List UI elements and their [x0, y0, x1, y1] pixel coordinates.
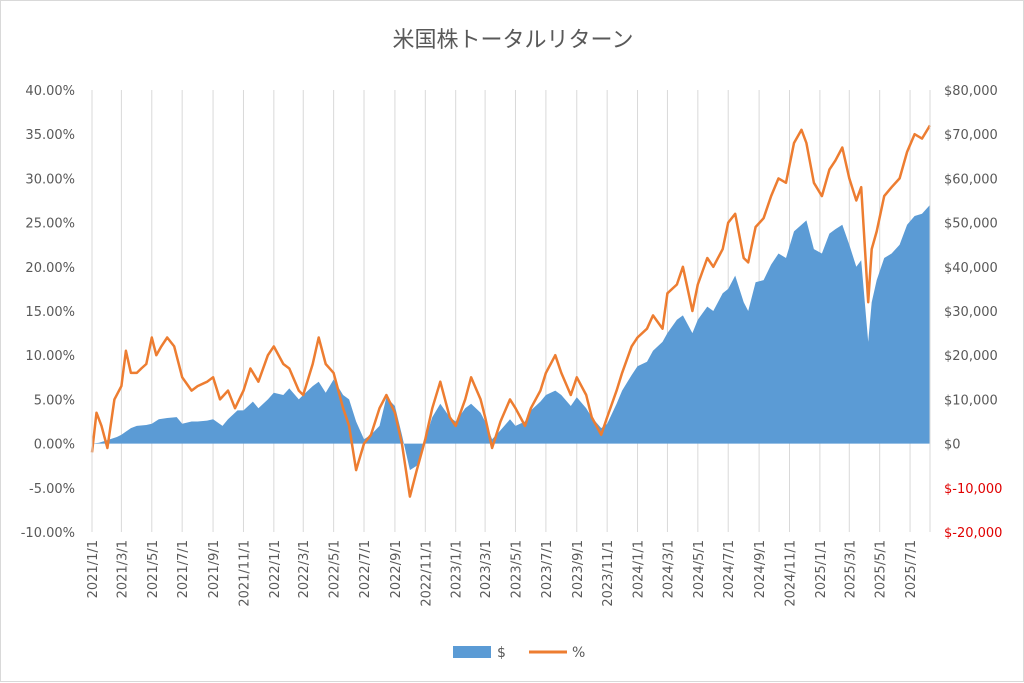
x-tick-label: 2022/9/1: [389, 540, 404, 598]
x-tick-label: 2023/5/1: [509, 540, 524, 598]
left-tick-label: 30.00%: [25, 172, 75, 187]
legend-label-dollar: $: [497, 645, 506, 661]
legend-label-percent: %: [572, 645, 585, 661]
x-tick-label: 2022/1/1: [268, 540, 283, 598]
right-tick-label: $-10,000: [944, 482, 1002, 497]
left-tick-label: 35.00%: [25, 128, 75, 143]
line-percent-path: [90, 124, 932, 498]
legend: $ %: [453, 645, 585, 661]
x-tick-label: 2022/7/1: [358, 540, 373, 598]
left-tick-label: -10.00%: [21, 526, 75, 541]
left-tick-label: 5.00%: [34, 393, 75, 408]
left-tick-label: -5.00%: [29, 482, 75, 497]
left-tick-label: 0.00%: [34, 438, 75, 453]
x-tick-label: 2023/11/1: [601, 540, 616, 607]
x-tick-label: 2021/9/1: [207, 540, 222, 598]
x-tick-label: 2023/3/1: [479, 540, 494, 598]
left-tick-label: 40.00%: [25, 84, 75, 99]
left-axis-ticks: -10.00% -5.00% 0.00% 5.00% 10.00% 15.00% 20.00…: [21, 84, 75, 541]
x-tick-label: 2024/9/1: [753, 540, 768, 598]
x-tick-label: 2025/1/1: [814, 540, 829, 598]
x-tick-label: 2021/3/1: [115, 540, 130, 598]
x-tick-label: 2021/11/1: [237, 540, 252, 607]
chart-title: 米国株トータルリターン: [393, 28, 634, 53]
right-tick-label: $40,000: [944, 261, 998, 276]
x-tick-label: 2025/7/1: [904, 540, 919, 598]
right-tick-label: $50,000: [944, 217, 998, 232]
x-tick-label: 2022/11/1: [419, 540, 434, 607]
x-tick-label: 2025/3/1: [843, 540, 858, 598]
x-tick-label: 2023/9/1: [571, 540, 586, 598]
series-line-percent: [90, 124, 932, 498]
right-tick-label: $20,000: [944, 349, 998, 364]
left-tick-label: 25.00%: [25, 217, 75, 232]
right-tick-label: $60,000: [944, 172, 998, 187]
x-tick-label: 2021/1/1: [86, 540, 101, 598]
x-tick-label: 2024/3/1: [661, 540, 676, 598]
x-tick-label: 2023/7/1: [540, 540, 555, 598]
left-tick-label: 20.00%: [25, 261, 75, 276]
x-tick-label: 2023/1/1: [450, 540, 465, 598]
legend-swatch-dollar: [453, 646, 491, 658]
x-tick-label: 2024/5/1: [692, 540, 707, 598]
x-tick-label: 2025/5/1: [874, 540, 889, 598]
x-tick-label: 2021/7/1: [176, 540, 191, 598]
right-tick-label: $0: [944, 438, 961, 453]
x-tick-label: 2021/5/1: [146, 540, 161, 598]
area-dollar-path: [92, 204, 930, 471]
right-tick-label: $10,000: [944, 393, 998, 408]
right-tick-label: $30,000: [944, 305, 998, 320]
right-tick-label: $70,000: [944, 128, 998, 143]
x-tick-label: 2024/7/1: [722, 540, 737, 598]
axes: [91, 90, 931, 532]
x-tick-label: 2022/3/1: [297, 540, 312, 598]
series-area-dollar: [92, 204, 930, 471]
x-tick-label: 2022/5/1: [328, 540, 343, 598]
x-tick-label: 2024/11/1: [784, 540, 799, 607]
right-tick-label: $80,000: [944, 84, 998, 99]
x-axis-ticks: 2021/1/1 2021/3/1 2021/5/1 2021/7/1 2021/9/1…: [86, 540, 919, 607]
left-tick-label: 10.00%: [25, 349, 75, 364]
x-tick-label: 2024/1/1: [632, 540, 647, 598]
left-tick-label: 15.00%: [25, 305, 75, 320]
right-tick-label: $-20,000: [944, 526, 1002, 541]
right-axis-ticks: $-20,000 $-10,000 $0 $10,000 $20,000 $30,000 $…: [944, 84, 1002, 541]
